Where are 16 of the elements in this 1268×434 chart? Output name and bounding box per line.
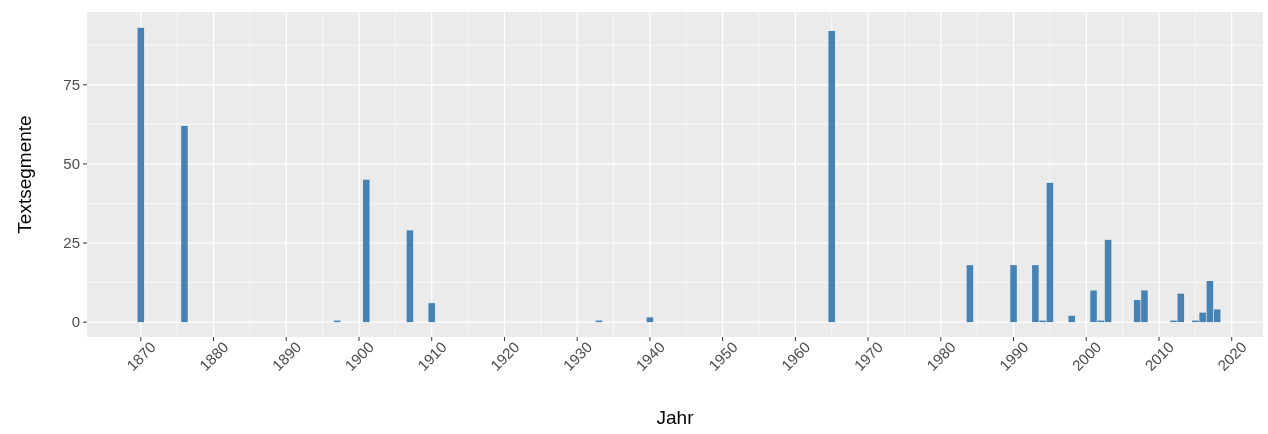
bar — [137, 27, 145, 323]
y-tick-label: 25 — [63, 234, 80, 252]
bar — [1010, 265, 1017, 323]
bar — [828, 30, 835, 323]
x-axis-title: Jahr — [656, 407, 695, 428]
bar — [406, 230, 414, 323]
bar — [966, 265, 974, 323]
bar — [1068, 315, 1075, 323]
y-tick-label: 75 — [63, 76, 80, 94]
bar — [363, 179, 370, 323]
bar — [181, 125, 188, 323]
bar — [646, 317, 654, 323]
y-tick-label: 50 — [63, 155, 80, 173]
y-axis-title: Textsegmente — [14, 115, 35, 234]
y-tick-label: 0 — [71, 313, 80, 331]
bar — [428, 303, 435, 323]
